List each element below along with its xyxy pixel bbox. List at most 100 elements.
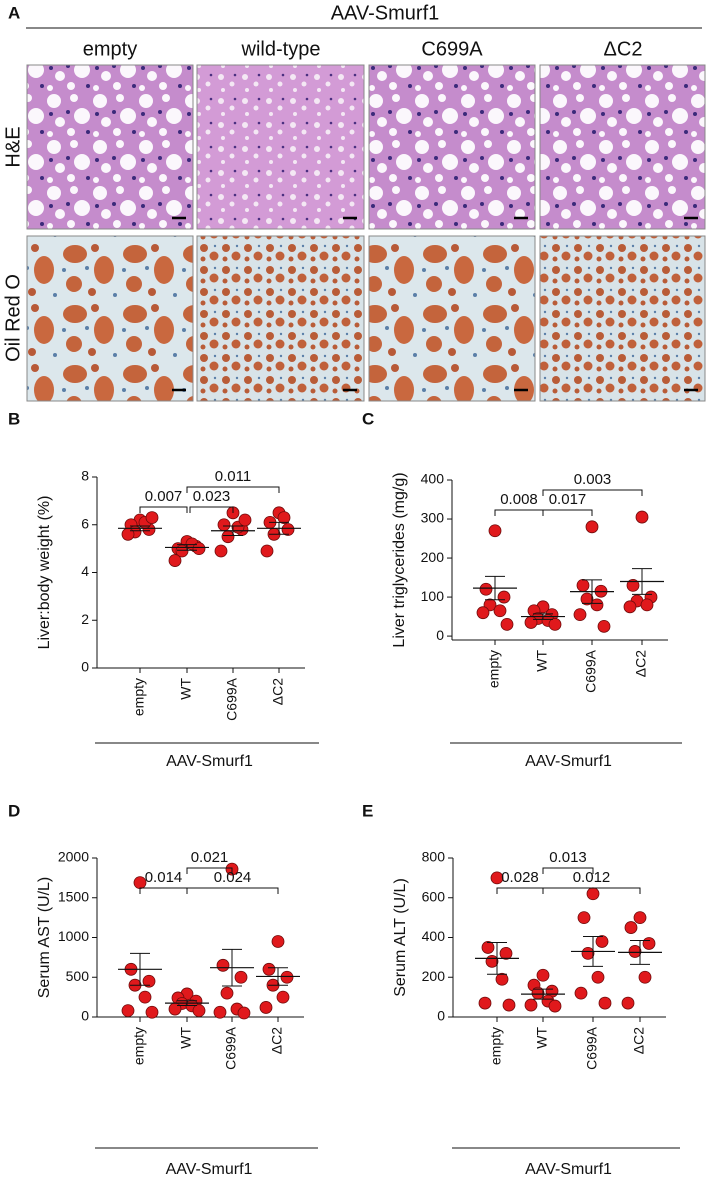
- x-tick-label: empty: [486, 650, 502, 688]
- group-label: AAV-Smurf1: [525, 1161, 612, 1178]
- p-value: 0.021: [191, 849, 229, 866]
- dot: [638, 970, 652, 984]
- y-tick-label: 0: [81, 1008, 89, 1024]
- significance-bracket: [496, 887, 544, 894]
- y-axis-label: Serum ALT (U/L): [392, 878, 409, 997]
- dot: [234, 970, 248, 984]
- dot: [276, 990, 290, 1004]
- significance-bracket: [189, 506, 234, 513]
- y-tick-label: 0: [81, 659, 89, 675]
- micrograph: [26, 235, 194, 402]
- dot: [277, 511, 291, 524]
- p-value: 0.014: [145, 869, 183, 886]
- micrograph: [196, 64, 365, 230]
- significance-bracket: [542, 509, 593, 516]
- dot: [262, 962, 276, 976]
- y-tick-label: 500: [66, 968, 90, 984]
- x-tick-label: WT: [178, 1027, 194, 1049]
- x-tick-label: C699A: [223, 1026, 239, 1069]
- dot: [548, 999, 562, 1013]
- dot: [220, 986, 234, 1000]
- dot: [168, 1002, 182, 1016]
- dot: [213, 1005, 227, 1019]
- dot: [214, 544, 228, 558]
- dot: [478, 996, 492, 1010]
- significance-bracket: [542, 867, 594, 874]
- y-tick-label: 300: [421, 510, 445, 526]
- group-title: AAV-Smurf1: [331, 2, 440, 24]
- dot: [590, 598, 604, 612]
- panel-letter: A: [8, 3, 20, 22]
- panel-letter: B: [8, 409, 20, 428]
- dot: [595, 935, 609, 948]
- dot: [216, 958, 230, 972]
- significance-bracket: [139, 506, 188, 513]
- dot: [271, 935, 285, 948]
- dot: [238, 513, 252, 527]
- dot: [524, 998, 538, 1012]
- y-tick-label: 1000: [58, 928, 89, 944]
- dot: [145, 1005, 159, 1019]
- micrograph: [539, 235, 706, 402]
- dot: [581, 947, 595, 960]
- dot: [280, 970, 294, 984]
- dot: [192, 1004, 206, 1018]
- p-value: 0.017: [549, 491, 587, 508]
- dot: [597, 619, 611, 633]
- x-tick-label: ΔC2: [269, 1027, 285, 1054]
- column-label: ΔC2: [604, 38, 643, 60]
- dot: [591, 970, 605, 984]
- dot: [145, 511, 159, 524]
- dot: [479, 582, 493, 596]
- dot: [598, 996, 612, 1010]
- dot: [168, 554, 182, 567]
- p-value: 0.012: [573, 869, 611, 886]
- significance-bracket: [139, 887, 188, 894]
- dot: [499, 947, 513, 960]
- y-tick-label: 400: [422, 928, 446, 944]
- panel-letter: D: [8, 801, 20, 820]
- y-tick-label: 8: [81, 468, 89, 484]
- x-tick-label: C699A: [583, 649, 599, 692]
- group-label: AAV-Smurf1: [525, 753, 612, 770]
- dot: [548, 617, 562, 631]
- significance-bracket: [186, 887, 279, 894]
- dot: [624, 921, 638, 934]
- dot: [281, 523, 295, 536]
- x-tick-label: C699A: [584, 1026, 600, 1069]
- x-tick-label: empty: [131, 678, 147, 716]
- dot: [121, 527, 135, 541]
- y-tick-label: 1500: [58, 888, 89, 904]
- dot: [488, 524, 502, 538]
- dot: [623, 600, 637, 614]
- p-value: 0.003: [574, 471, 612, 488]
- dot: [536, 968, 550, 982]
- micrograph: [368, 235, 536, 402]
- group-label: AAV-Smurf1: [166, 1161, 253, 1178]
- dot: [633, 911, 647, 925]
- micrograph: [26, 64, 194, 230]
- dot: [121, 1004, 135, 1018]
- p-value: 0.007: [145, 488, 183, 505]
- dot: [493, 604, 507, 618]
- significance-bracket: [186, 867, 233, 874]
- significance-bracket: [186, 486, 280, 493]
- y-tick-label: 200: [422, 968, 446, 984]
- x-tick-label: ΔC2: [631, 1027, 647, 1054]
- y-tick-label: 200: [421, 549, 445, 565]
- dot: [259, 1001, 273, 1014]
- p-value: 0.011: [215, 468, 251, 485]
- dot: [621, 996, 635, 1010]
- significance-bracket: [494, 509, 544, 516]
- group-label: AAV-Smurf1: [166, 753, 253, 770]
- panel-a: A AAV-Smurf1 empty wild-type C699A ΔC2 H…: [2, 2, 706, 402]
- column-label: wild-type: [241, 38, 321, 60]
- dot: [138, 990, 152, 1004]
- row-label: Oil Red O: [2, 274, 24, 362]
- x-tick-label: C699A: [224, 677, 240, 720]
- dot: [217, 518, 231, 532]
- y-tick-label: 2000: [58, 849, 89, 865]
- dot: [476, 606, 490, 620]
- column-label: C699A: [421, 38, 483, 60]
